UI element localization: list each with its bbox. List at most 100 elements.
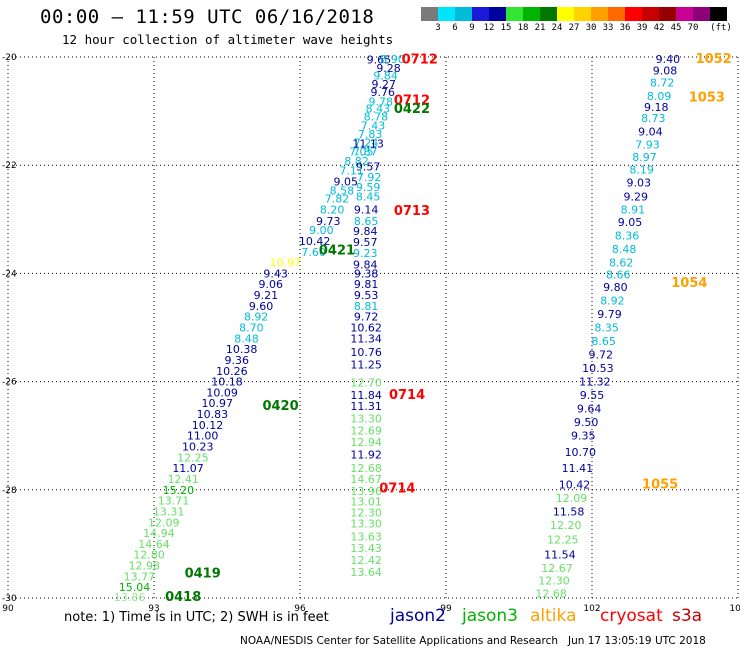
wave-height-label: 11.00 <box>187 430 219 443</box>
wave-height-label: 8.92 <box>600 294 625 307</box>
wave-height-label: 10.23 <box>182 441 214 454</box>
wave-height-label: 9.55 <box>580 389 605 402</box>
wave-height-label: 8.09 <box>647 90 672 103</box>
color-scale-swatch <box>506 7 523 21</box>
wave-height-label: 13.63 <box>350 530 382 543</box>
color-scale-swatch <box>574 7 591 21</box>
wave-height-label: 8.36 <box>615 230 640 243</box>
wave-height-label: 9.06 <box>259 278 284 291</box>
wave-height-label: 10.70 <box>565 446 597 459</box>
color-scale-label: 18 <box>517 23 529 33</box>
wave-height-label: 8.45 <box>356 191 381 204</box>
wave-height-label: 11.07 <box>172 462 204 475</box>
color-scale-swatch <box>608 7 625 21</box>
color-scale-label: 6 <box>452 23 458 33</box>
wave-height-label: 10.76 <box>350 346 382 359</box>
wave-height-label: 13.30 <box>350 517 382 530</box>
chart-title: 00:00 – 11:59 UTC 06/16/2018 <box>40 6 375 28</box>
x-tick-label: 105 <box>729 604 740 614</box>
wave-height-label: 10.97 <box>202 397 234 410</box>
wave-height-label: 8.35 <box>594 322 619 335</box>
pass-time-label: 1055 <box>642 477 678 492</box>
wave-height-label: 9.60 <box>249 300 274 313</box>
color-scale-swatch <box>421 7 438 21</box>
wave-height-label: 9.28 <box>376 62 401 75</box>
wave-height-label: 11.13 <box>352 138 384 151</box>
color-scale-label: 3 <box>435 23 441 33</box>
wave-height-label: 13.64 <box>350 566 382 579</box>
wave-height-label: 8.65 <box>354 215 379 228</box>
wave-height-label: 8.73 <box>641 112 666 125</box>
wave-height-label: 12.98 <box>129 560 161 573</box>
wave-height-label: 10.38 <box>226 343 258 356</box>
wave-height-label: 9.80 <box>603 281 628 294</box>
wave-height-label: 7.92 <box>357 171 382 184</box>
wave-height-label: 10.12 <box>192 419 224 432</box>
pass-time-label: 1053 <box>689 91 725 106</box>
color-scale-label: 45 <box>670 23 682 33</box>
wave-height-label: 13.01 <box>350 496 382 509</box>
wave-height-label: 9.04 <box>638 126 663 139</box>
wave-height-label: 15.20 <box>163 484 195 497</box>
wave-height-label: 8.62 <box>609 257 634 270</box>
wave-height-label: 11.92 <box>350 449 382 462</box>
wave-height-label: 9.78 <box>369 95 394 108</box>
wave-height-label: 9.65 <box>367 54 392 67</box>
wave-height-label: 9.84 <box>353 259 378 272</box>
wave-height-label: 13.86 <box>114 591 146 604</box>
wave-height-label: 9.84 <box>353 225 378 238</box>
wave-height-label: 9.79 <box>597 308 622 321</box>
wave-height-label: 9.23 <box>353 247 378 260</box>
color-scale-swatch <box>438 7 455 21</box>
color-scale-label: 33 <box>602 23 614 33</box>
wave-height-label: 11.34 <box>350 332 382 345</box>
wave-height-label: 13.43 <box>350 542 382 555</box>
chart-subtitle: 12 hour collection of altimeter wave hei… <box>62 32 394 47</box>
wave-height-label: 9.43 <box>263 267 288 280</box>
color-scale-swatch <box>472 7 489 21</box>
pass-time-label: 1054 <box>671 276 707 291</box>
pass-time-label: 0713 <box>394 204 430 219</box>
wave-height-label: 11.58 <box>553 505 585 518</box>
pass-time-label: 1052 <box>696 52 732 67</box>
color-scale-swatch <box>642 7 659 21</box>
wave-height-label: 9.08 <box>653 65 678 78</box>
wave-height-label: 7.83 <box>358 128 383 141</box>
wave-height-label: 9.38 <box>354 267 379 280</box>
wave-height-label: 9.57 <box>356 160 381 173</box>
wave-height-label: 8.72 <box>650 76 675 89</box>
wave-height-label: 9.73 <box>316 215 341 228</box>
wave-height-label: 8.48 <box>234 332 259 345</box>
color-scale-label: 24 <box>551 23 563 33</box>
wave-height-label: 10.42 <box>559 478 591 491</box>
wave-height-label: 8.90 <box>380 53 405 66</box>
wave-height-label: 12.68 <box>535 588 567 601</box>
wave-height-label: 8.91 <box>621 204 646 217</box>
wave-height-label: 9.27 <box>371 78 396 91</box>
wave-height-label: 7.60 <box>301 246 326 259</box>
legend-jason2: jason2 <box>390 606 446 626</box>
wave-height-label: 12.70 <box>350 377 382 390</box>
color-scale-label: 21 <box>534 23 546 33</box>
wave-height-label: 8.82 <box>344 155 369 168</box>
wave-height-label: 11.41 <box>562 462 594 475</box>
color-scale-swatch <box>625 7 642 21</box>
wave-height-label: 12.30 <box>538 575 570 588</box>
color-scale-swatch <box>693 7 710 21</box>
wave-height-label: 11.31 <box>350 400 382 413</box>
wave-height-label: 9.57 <box>353 236 378 249</box>
wave-height-label: 8.92 <box>244 311 269 324</box>
wave-height-label: 9.21 <box>254 289 279 302</box>
wave-height-label: 13.77 <box>124 570 156 583</box>
y-tick-label: -28 <box>2 486 17 496</box>
legend-altika: altika <box>530 606 577 626</box>
footer-credit: NOAA/NESDIS Center for Satellite Applica… <box>240 635 706 647</box>
wave-height-label: 9.05 <box>333 175 358 188</box>
color-scale-label: 15 <box>500 23 512 33</box>
wave-height-label: 12.09 <box>556 492 588 505</box>
pass-time-label: 0418 <box>165 590 201 605</box>
wave-height-label: 12.41 <box>167 473 199 486</box>
wave-height-label: 10.53 <box>582 362 614 375</box>
wave-height-label: 13.30 <box>350 412 382 425</box>
wave-height-label: 11.25 <box>350 358 382 371</box>
